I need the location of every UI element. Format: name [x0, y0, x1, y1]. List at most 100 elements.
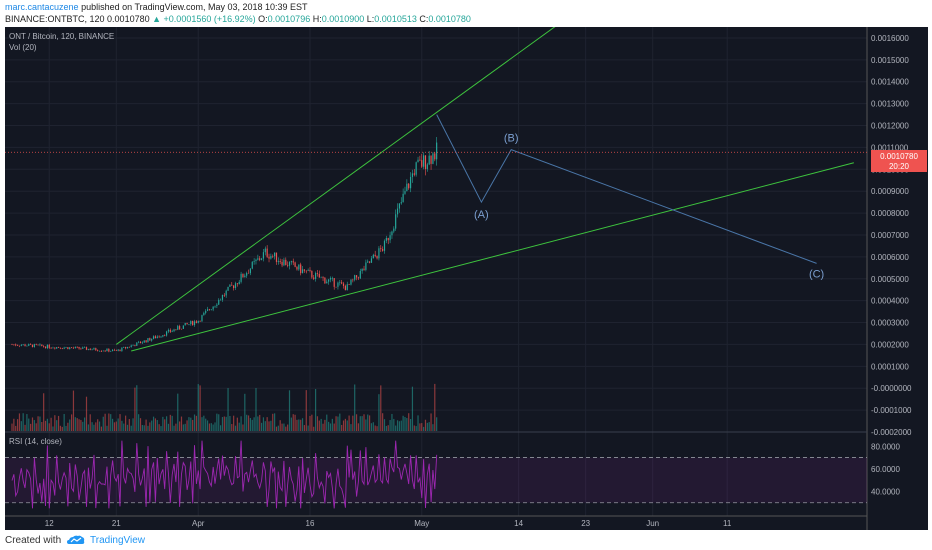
volume-bar: [253, 417, 255, 431]
volume-bar: [249, 418, 251, 431]
candle-body: [296, 266, 298, 270]
volume-bar: [110, 414, 112, 431]
candle-body: [13, 344, 15, 346]
chart-canvas[interactable]: (A)(B)(C) 0.00160000.00150000.00140000.0…: [5, 0, 928, 532]
candle-body: [234, 283, 237, 289]
volume-bar: [113, 422, 116, 431]
volume-bar: [182, 424, 184, 431]
volume-bar: [26, 414, 28, 431]
volume-bar: [44, 420, 47, 431]
chart-panel[interactable]: (A) (B) (C) 0.0016000 0.0015000 0.0014000 0.0…: [5, 0, 928, 532]
candle-body: [229, 284, 231, 287]
candle-body: [30, 344, 32, 345]
candle-body: [175, 329, 177, 331]
volume-bar: [15, 425, 17, 431]
volume-bar: [11, 423, 13, 431]
volume-bar: [52, 426, 54, 431]
time-tick-label: 12: [45, 519, 54, 528]
volume-bar: [277, 425, 279, 431]
candle-body: [43, 346, 45, 347]
volume-bar: [234, 425, 237, 431]
candle-body: [380, 248, 382, 250]
volume-bar: [54, 415, 56, 431]
candle-body: [426, 164, 428, 169]
tradingview-brand[interactable]: TradingView: [90, 535, 146, 546]
candle-body: [218, 299, 220, 305]
volume-bar: [111, 418, 114, 431]
wave-label: (A): [474, 209, 489, 221]
rsi-line: [11, 440, 438, 509]
volume-bar: [43, 393, 45, 431]
volume-bar: [89, 414, 91, 431]
candle-body: [382, 249, 384, 251]
volume-bar: [287, 424, 289, 431]
time-tick-label: 23: [581, 519, 590, 528]
volume-bar: [82, 421, 84, 431]
candle-body: [251, 261, 253, 269]
volume-bar: [212, 424, 214, 431]
candle-body: [231, 284, 233, 286]
candle-body: [184, 322, 186, 326]
candle-body: [225, 290, 227, 296]
candle-body: [298, 264, 300, 270]
candle-body: [415, 162, 417, 175]
volume-bar: [95, 422, 97, 431]
low-label: L:: [366, 14, 375, 24]
volume-bar: [201, 417, 203, 431]
volume-bar: [84, 417, 86, 431]
candle-body: [41, 344, 43, 347]
candle-body: [169, 329, 171, 332]
volume-bar: [63, 413, 65, 431]
candle-body: [113, 349, 116, 351]
volume-bar: [195, 415, 197, 431]
volume-bar: [85, 396, 88, 431]
volume-bar: [370, 423, 373, 431]
volume-bar: [307, 425, 309, 431]
candle-body: [59, 347, 62, 349]
candle-body: [355, 275, 358, 278]
volume-bar: [22, 413, 24, 431]
rsi-series: [11, 440, 438, 509]
volume-bar: [125, 415, 127, 431]
volume-bar: [188, 417, 190, 431]
candle-body: [69, 347, 71, 350]
wave-label: (B): [504, 133, 519, 145]
candle-body: [434, 153, 436, 160]
candle-body: [46, 344, 48, 349]
volume-bar: [415, 426, 417, 431]
candle-body: [104, 350, 106, 352]
candle-body: [71, 347, 73, 349]
volume-bar: [372, 422, 374, 431]
volume-bar: [154, 418, 157, 431]
volume-bar: [13, 418, 15, 431]
candle-body: [246, 272, 248, 276]
volume-bar: [398, 421, 400, 431]
candle-body: [165, 331, 168, 336]
candle-body: [369, 261, 371, 263]
last-price-badge-bg: [871, 150, 927, 172]
candle-body: [406, 183, 408, 192]
candle-body: [188, 324, 190, 325]
volume-bar: [257, 416, 259, 431]
candle-body: [206, 309, 209, 311]
candle-body: [171, 331, 173, 332]
volume-bar: [18, 413, 21, 431]
candle-body: [160, 336, 162, 338]
candle-body: [402, 193, 404, 203]
candle-body: [421, 160, 423, 167]
volume-bar: [203, 415, 205, 431]
candle-body: [44, 346, 47, 349]
volume-bar: [383, 419, 386, 431]
volume-bar: [206, 420, 209, 431]
price-series: [11, 137, 438, 353]
price-tick-label: 0.0013000: [871, 100, 909, 109]
high-label: H:: [312, 14, 322, 24]
volume-bar: [67, 422, 69, 431]
time-tick-label: 21: [112, 519, 121, 528]
volume-bar: [333, 423, 335, 431]
candle-body: [82, 347, 84, 349]
author-link[interactable]: marc.cantacuzene: [5, 2, 79, 12]
volume-bar: [359, 416, 361, 431]
volume-bar: [434, 383, 436, 431]
volume-bar: [380, 385, 382, 431]
